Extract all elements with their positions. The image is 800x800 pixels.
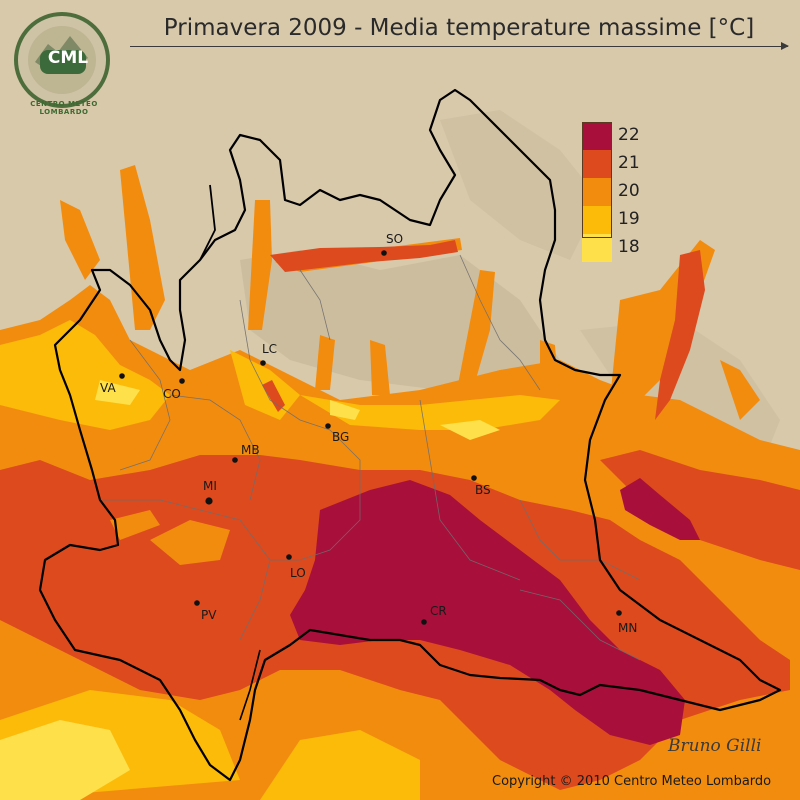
city-dot-lo bbox=[286, 554, 292, 560]
band-22-east bbox=[620, 478, 700, 540]
legend-swatch bbox=[582, 206, 612, 234]
band-21-lake bbox=[655, 250, 705, 420]
city-label-co: CO bbox=[163, 387, 181, 401]
province-boundaries bbox=[100, 254, 641, 661]
temperature-legend: 22 21 20 19 18 bbox=[582, 122, 662, 262]
city-label-bg: BG bbox=[332, 430, 350, 444]
logo-graphic bbox=[14, 12, 110, 108]
city-label-va: VA bbox=[100, 381, 116, 395]
legend-label: 20 bbox=[618, 181, 640, 201]
city-dot-bs bbox=[471, 475, 477, 481]
band-21-valley bbox=[270, 240, 458, 272]
band-18 bbox=[0, 380, 500, 800]
legend-label: 22 bbox=[618, 125, 640, 145]
city-dot-mi bbox=[205, 497, 213, 505]
city-dot-bg bbox=[325, 423, 331, 429]
city-label-bs: BS bbox=[475, 483, 491, 497]
border-detail bbox=[199, 184, 216, 261]
legend-label: 19 bbox=[618, 209, 640, 229]
map-title: Primavera 2009 - Media temperature massi… bbox=[163, 15, 755, 41]
legend-label: 21 bbox=[618, 153, 640, 173]
city-label-cr: CR bbox=[430, 604, 447, 618]
cml-logo: CML CENTRO METEO LOMBARDO bbox=[6, 4, 118, 116]
city-label-mn: MN bbox=[618, 621, 638, 635]
copyright-notice: Copyright © 2010 Centro Meteo Lombardo bbox=[492, 774, 772, 789]
city-dot-va bbox=[119, 373, 125, 379]
city-label-mb: MB bbox=[241, 443, 260, 457]
logo-ring-text: CENTRO METEO LOMBARDO bbox=[30, 100, 98, 116]
city-dot-so bbox=[381, 250, 387, 256]
legend-swatch bbox=[582, 234, 612, 262]
legend-item-21: 21 bbox=[582, 150, 662, 178]
city-dot-cr bbox=[421, 619, 427, 625]
legend-item-22: 22 bbox=[582, 122, 662, 150]
city-label-pv: PV bbox=[201, 608, 217, 622]
border-detail-south bbox=[239, 649, 261, 721]
band-20-pockets bbox=[110, 510, 230, 565]
city-dot-pv bbox=[194, 600, 200, 606]
legend-label: 18 bbox=[618, 237, 640, 257]
legend-item-19: 19 bbox=[582, 206, 662, 234]
region-border bbox=[38, 88, 782, 782]
legend-item-18: 18 bbox=[582, 234, 662, 262]
city-markers bbox=[119, 250, 622, 625]
legend-swatch bbox=[582, 178, 612, 206]
title-arrow-icon bbox=[781, 42, 789, 50]
author-signature: Bruno Gilli bbox=[668, 736, 762, 756]
band-21-lecco bbox=[262, 380, 285, 412]
city-label-mi: MI bbox=[203, 479, 217, 493]
city-label-so: SO bbox=[386, 232, 404, 246]
city-label-lo: LO bbox=[290, 566, 306, 580]
city-dot-lc bbox=[260, 360, 266, 366]
city-dot-co bbox=[179, 378, 185, 384]
band-22 bbox=[290, 480, 685, 745]
city-dot-mn bbox=[616, 610, 622, 616]
title-underline bbox=[130, 46, 788, 47]
band-21-east bbox=[600, 450, 800, 570]
legend-swatch bbox=[582, 122, 612, 150]
city-label-lc: LC bbox=[262, 342, 278, 356]
legend-item-20: 20 bbox=[582, 178, 662, 206]
logo-text: CML bbox=[47, 48, 89, 68]
legend-swatch bbox=[582, 150, 612, 178]
city-dot-mb bbox=[232, 457, 238, 463]
